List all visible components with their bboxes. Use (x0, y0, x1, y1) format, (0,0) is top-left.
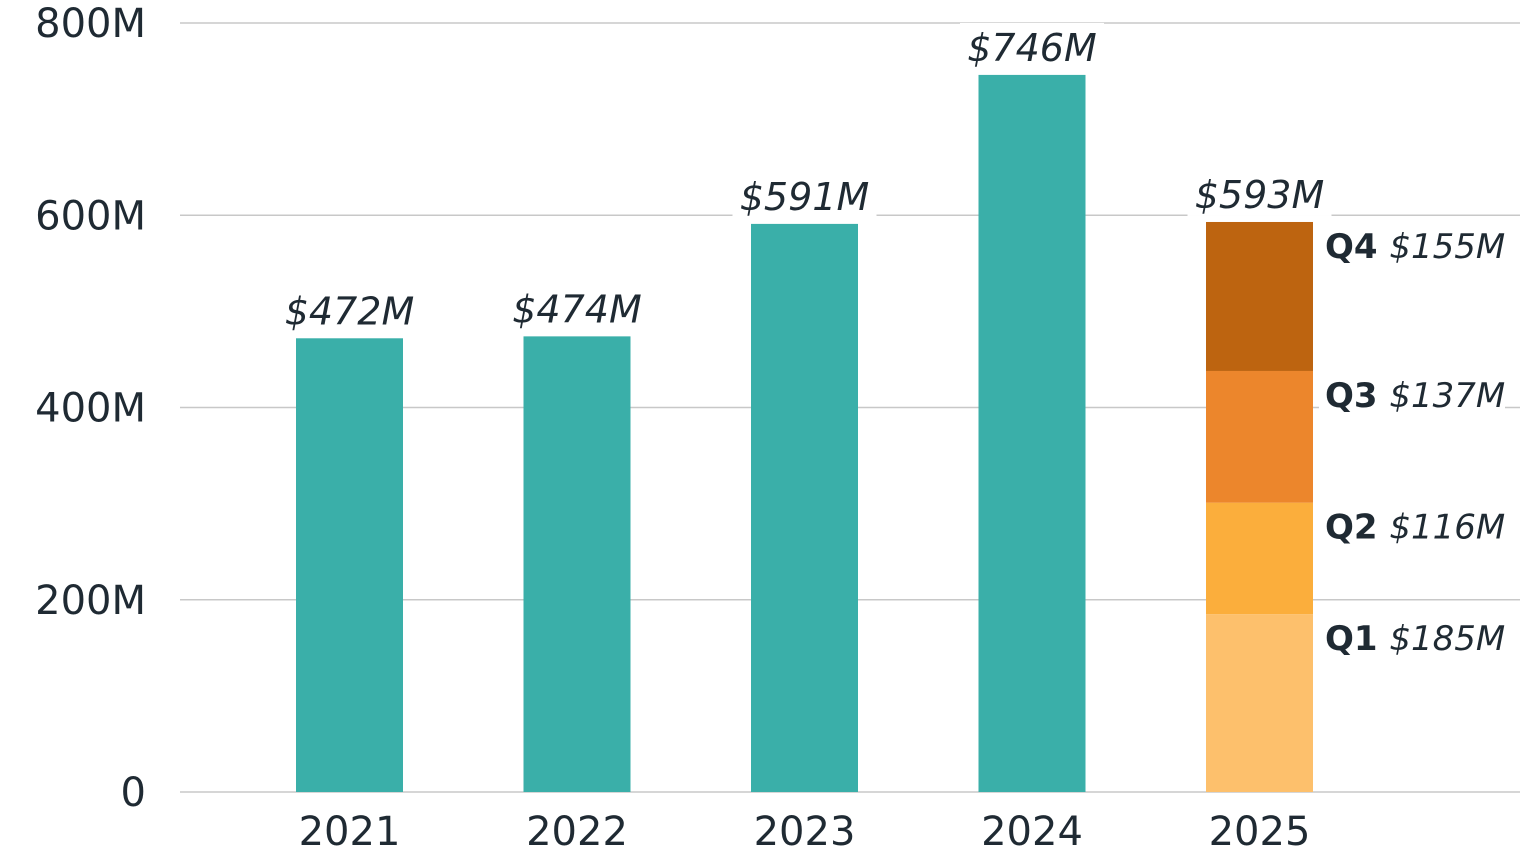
segment-label: Q2 $116M (1325, 508, 1505, 548)
segment-label-background (1319, 227, 1505, 264)
bar-2023 (751, 223, 858, 792)
segment-label-background (1319, 508, 1505, 545)
bar-2024 (978, 74, 1086, 793)
quarter-name: Q2 (1325, 508, 1389, 548)
x-tick-label: 2023 (754, 809, 856, 855)
quarter-name: Q4 (1325, 227, 1389, 267)
x-tick-label: 2025 (1209, 809, 1311, 855)
value-label: $746M (967, 26, 1097, 70)
y-axis-ticks: 0 200M 400M 600M 800M (35, 1, 146, 816)
bar-2022 (523, 336, 631, 792)
value-label-background (1187, 169, 1332, 216)
x-tick-label: 2021 (299, 809, 401, 855)
value-label: $593M (1195, 173, 1325, 217)
segment-label: Q1 $185M (1325, 619, 1505, 659)
quarter-value: $116M (1389, 508, 1505, 548)
quarter-value: $155M (1389, 227, 1505, 267)
quarter-name: Q1 (1325, 619, 1389, 659)
value-label-background (960, 22, 1104, 69)
quarter-name: Q3 (1325, 376, 1389, 416)
segment-label-background (1319, 620, 1505, 657)
x-tick-label: 2024 (981, 809, 1083, 855)
value-label-background (505, 284, 649, 331)
bar-2021 (296, 338, 403, 792)
segment-label-background (1319, 376, 1505, 413)
y-tick-label: 200M (35, 578, 146, 624)
y-tick-label: 800M (35, 1, 146, 47)
bars (296, 74, 1313, 793)
segment-label: Q4 $155M (1325, 227, 1505, 267)
segment-label: Q3 $137M (1325, 376, 1505, 416)
quarter-value: $137M (1389, 376, 1505, 416)
stack-segment-q2 (1206, 502, 1313, 615)
value-label-background (277, 286, 422, 333)
value-labels: $472M $474M $591M $746M Q1 $185M Q2 $116M Q3 $… (277, 22, 1505, 659)
value-label: $472M (285, 289, 415, 333)
value-label: $474M (512, 287, 642, 331)
stack-segment-q4 (1206, 221, 1313, 371)
quarter-value: $185M (1389, 619, 1505, 659)
x-tick-label: 2022 (526, 809, 628, 855)
stack-segment-q1 (1206, 614, 1313, 792)
value-label: $591M (740, 175, 870, 219)
stack-segment-q3 (1206, 370, 1313, 503)
y-tick-label: 0 (121, 770, 146, 816)
y-tick-label: 600M (35, 193, 146, 239)
x-axis-ticks: 2021 2022 2023 2024 2025 (299, 809, 1311, 855)
value-label-background (732, 171, 877, 218)
y-tick-label: 400M (35, 386, 146, 432)
